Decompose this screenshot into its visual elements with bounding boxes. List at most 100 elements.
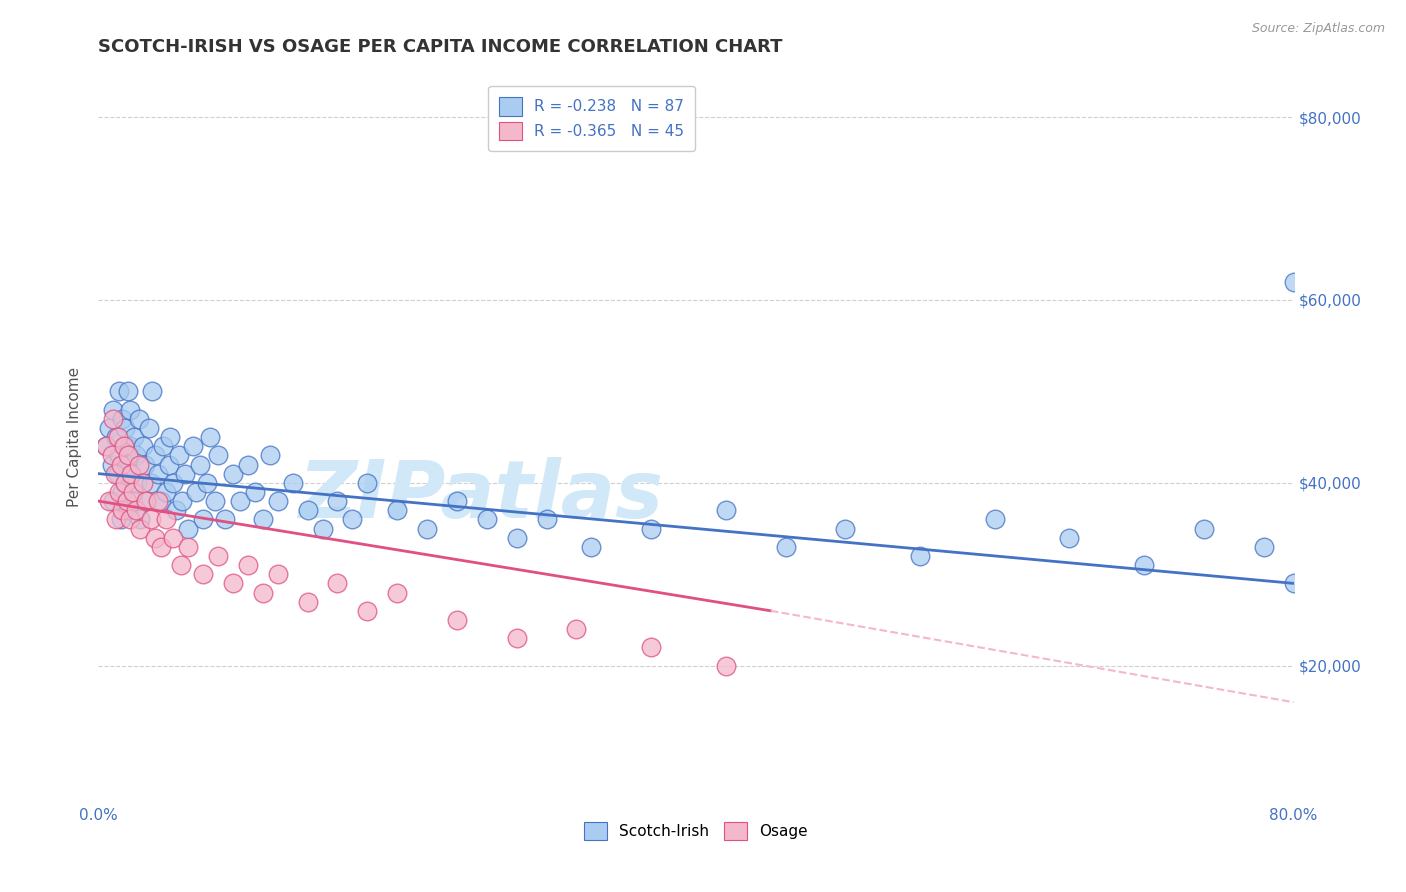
Point [565, 622, 588, 636]
Point [107, 467, 129, 481]
Point [184, 485, 207, 500]
Y-axis label: Per Capita Income: Per Capita Income [67, 367, 83, 508]
Point [104, 467, 127, 481]
Point [117, 503, 139, 517]
Point [101, 448, 124, 462]
Point [177, 540, 200, 554]
Text: SCOTCH-IRISH VS OSAGE PER CAPITA INCOME CORRELATION CHART: SCOTCH-IRISH VS OSAGE PER CAPITA INCOME … [98, 38, 783, 56]
Point [342, 512, 364, 526]
Point [118, 439, 141, 453]
Point [281, 475, 304, 490]
Point [114, 421, 136, 435]
Point [385, 585, 409, 599]
Point [114, 475, 136, 490]
Point [110, 458, 132, 472]
Point [446, 613, 468, 627]
Point [138, 421, 160, 435]
Point [108, 448, 131, 462]
Point [326, 494, 349, 508]
Point [120, 467, 142, 481]
Point [197, 475, 219, 490]
Point [111, 503, 134, 517]
Point [714, 503, 737, 517]
Point [475, 512, 498, 526]
Point [446, 494, 468, 508]
Point [174, 467, 197, 481]
Point [155, 485, 177, 500]
Point [135, 494, 157, 508]
Point [326, 576, 349, 591]
Point [125, 448, 148, 462]
Point [162, 531, 184, 545]
Point [222, 467, 245, 481]
Point [125, 503, 148, 517]
Point [165, 503, 187, 517]
Point [640, 521, 662, 535]
Point [259, 448, 281, 462]
Point [148, 467, 170, 481]
Point [128, 412, 150, 426]
Point [148, 494, 170, 508]
Point [177, 521, 200, 535]
Point [143, 448, 166, 462]
Point [167, 448, 190, 462]
Point [356, 475, 378, 490]
Point [132, 475, 155, 490]
Point [581, 540, 603, 554]
Point [385, 503, 409, 517]
Point [150, 494, 173, 508]
Point [111, 485, 134, 500]
Point [1253, 540, 1275, 554]
Point [94, 439, 117, 453]
Point [204, 494, 226, 508]
Point [150, 540, 173, 554]
Point [172, 494, 194, 508]
Point [128, 458, 150, 472]
Point [222, 576, 245, 591]
Point [141, 384, 163, 399]
Point [416, 521, 439, 535]
Point [191, 512, 214, 526]
Point [114, 475, 136, 490]
Point [127, 475, 149, 490]
Point [200, 430, 222, 444]
Point [105, 430, 128, 444]
Point [1059, 531, 1081, 545]
Point [1282, 275, 1305, 289]
Text: Source: ZipAtlas.com: Source: ZipAtlas.com [1251, 22, 1385, 36]
Point [252, 585, 274, 599]
Point [124, 430, 146, 444]
Point [94, 439, 117, 453]
Point [143, 531, 166, 545]
Point [1282, 576, 1305, 591]
Point [132, 439, 155, 453]
Point [229, 494, 252, 508]
Point [252, 512, 274, 526]
Point [267, 494, 290, 508]
Point [120, 467, 142, 481]
Text: ZIPatlas: ZIPatlas [298, 457, 664, 534]
Point [139, 475, 162, 490]
Point [245, 485, 267, 500]
Point [267, 567, 290, 582]
Point [111, 412, 134, 426]
Point [188, 458, 211, 472]
Point [169, 558, 191, 573]
Point [157, 458, 180, 472]
Point [115, 494, 138, 508]
Point [236, 458, 259, 472]
Point [117, 384, 139, 399]
Point [117, 448, 139, 462]
Point [775, 540, 797, 554]
Point [105, 512, 128, 526]
Point [110, 512, 132, 526]
Point [207, 549, 229, 563]
Point [121, 494, 143, 508]
Point [107, 430, 129, 444]
Point [214, 512, 236, 526]
Point [640, 640, 662, 655]
Point [297, 594, 319, 608]
Point [152, 439, 174, 453]
Point [112, 439, 135, 453]
Point [115, 458, 138, 472]
